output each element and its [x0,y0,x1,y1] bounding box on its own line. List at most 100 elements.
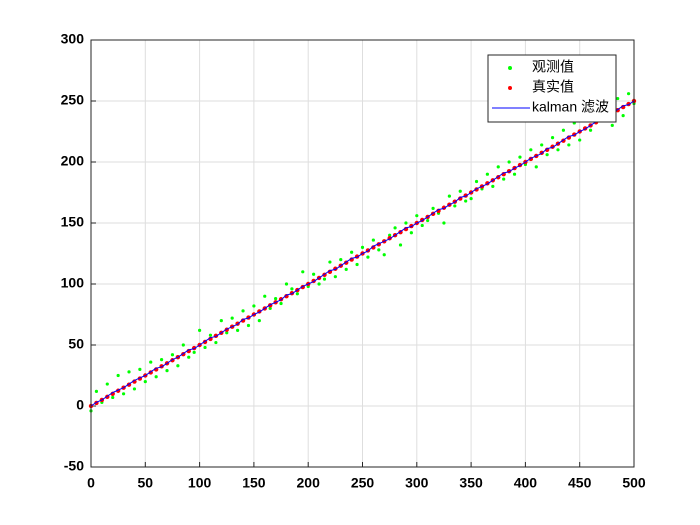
data-point [355,262,359,267]
data-point [371,245,376,250]
data-point [252,304,256,308]
x-tick-label: 250 [351,475,375,491]
data-point [485,172,489,176]
data-point [534,165,538,169]
data-point [165,369,169,373]
legend-swatch [508,66,512,70]
data-point [257,319,261,323]
data-point [214,340,218,345]
data-point [474,179,479,184]
data-point [371,238,375,242]
data-point [263,294,267,298]
data-point [442,221,446,225]
y-tick-label: 300 [61,31,85,47]
x-tick-label: 0 [87,475,95,491]
legend-swatch [508,86,512,90]
data-point [176,364,180,368]
legend-label: 观测值 [532,59,574,75]
data-point [556,148,560,152]
x-tick-label: 450 [568,475,592,491]
x-tick-label: 100 [188,475,212,491]
data-point [110,391,115,396]
data-point [301,270,305,274]
data-point [616,96,620,101]
data-point [420,223,424,228]
data-point [610,123,614,127]
data-point [159,358,164,362]
y-tick-label: 100 [61,275,85,291]
y-tick-label: 0 [76,397,84,413]
data-point [208,333,213,337]
data-point [154,375,158,379]
x-tick-label: 300 [405,475,429,491]
x-tick-label: 150 [242,475,266,491]
data-point [529,148,533,152]
data-point [181,343,185,347]
x-tick-label: 500 [622,475,646,491]
data-point [203,345,207,350]
data-point [274,297,278,301]
data-point [132,379,137,384]
data-point [339,258,343,262]
data-point [132,387,137,391]
y-tick-label: 250 [61,92,85,108]
data-point [561,128,566,132]
data-point [469,197,473,201]
x-tick-label: 50 [138,475,154,491]
data-point [170,353,175,357]
x-tick-label: 350 [459,475,483,491]
data-point [241,309,245,313]
data-point [588,128,593,132]
data-point [225,331,229,335]
x-tick-label: 400 [514,475,538,491]
data-point [540,143,544,147]
data-point [121,392,126,396]
data-point [491,184,495,188]
x-tick-label: 200 [297,475,321,491]
data-point [360,245,365,249]
legend-label: kalman 滤波 [532,99,609,115]
data-point [393,226,397,230]
data-point [219,319,223,323]
data-point [198,328,202,332]
data-point [377,248,381,252]
data-point [550,136,555,140]
data-point [268,306,272,310]
data-point [328,260,332,264]
data-point [518,155,522,159]
data-point [143,380,147,384]
data-point [138,367,142,371]
data-point [431,206,435,210]
data-point [127,370,131,374]
y-tick-label: 200 [61,153,85,169]
y-tick-label: 150 [61,214,85,230]
data-point [507,160,511,164]
legend-label: 真实值 [532,79,574,95]
data-point [382,253,386,257]
data-point [415,214,419,218]
data-point [116,373,120,378]
data-point [312,272,316,276]
data-point [545,153,549,157]
data-point [350,250,354,254]
data-point [502,177,506,181]
data-point [458,189,462,193]
data-point [626,92,631,96]
data-point [284,282,289,286]
data-point [105,382,109,386]
data-point [464,199,468,203]
data-point [388,233,392,237]
data-point [236,328,240,332]
y-tick-label: 50 [68,336,84,352]
data-point [453,204,457,208]
data-point [317,282,321,286]
data-point [290,287,294,291]
data-point [94,389,99,393]
data-point [279,301,283,306]
axes-box [90,39,635,468]
data-point [447,194,451,198]
data-point [295,292,299,296]
data-point [344,267,348,271]
data-point [111,395,115,400]
